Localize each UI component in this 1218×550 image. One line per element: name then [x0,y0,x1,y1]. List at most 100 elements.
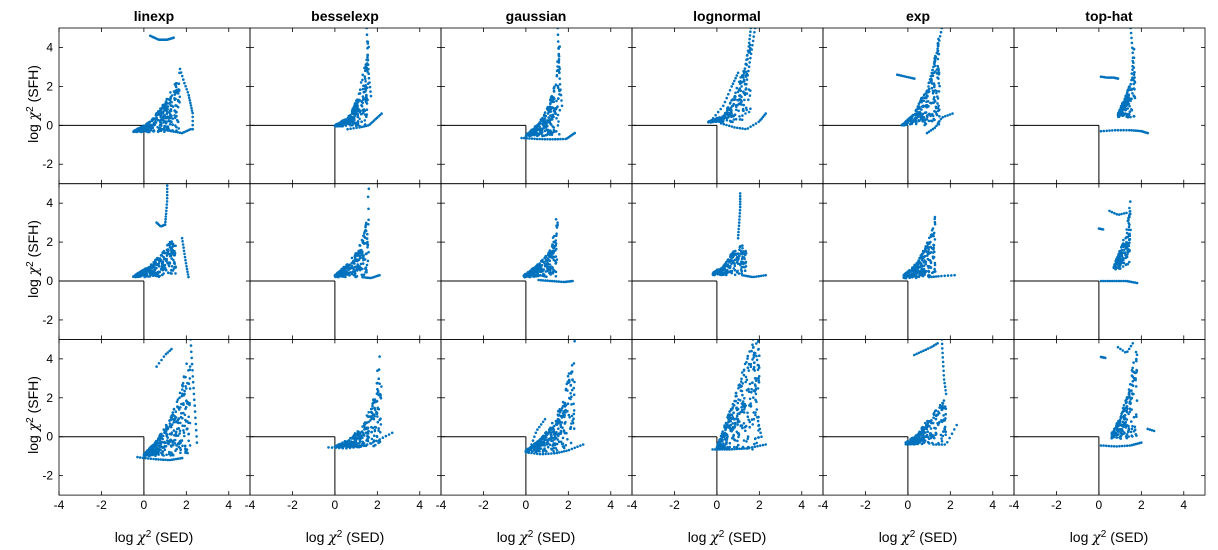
scatter-point [742,76,745,79]
scatter-point [737,98,740,102]
x-tick-label: 0 [523,498,530,512]
scatter-point [920,263,923,266]
scatter-point [1122,212,1126,215]
scatter-point [343,440,347,443]
scatter-point [554,436,558,440]
scatter-point [571,279,574,283]
scatter-point [542,126,546,130]
scatter-point [359,251,362,254]
scatter-point [720,269,724,273]
scatter-point [356,107,360,110]
scatter-point [934,55,938,59]
scatter-point [723,100,727,104]
scatter-point [741,400,745,403]
scatter-point [764,273,767,277]
scatter-point [746,53,749,57]
scatter-point [1130,109,1134,112]
scatter-point [541,450,545,453]
scatter-point [920,114,924,118]
scatter-point [555,74,559,78]
scatter-point [531,269,535,272]
scatter-point [193,410,197,413]
scatter-point [184,447,187,451]
scatter-point [522,136,526,140]
scatter-point [358,126,361,129]
scatter-point [160,124,163,127]
scatter-point [1122,238,1125,242]
scatter-point [365,268,368,272]
scatter-point [936,76,939,79]
scatter-point [176,434,180,437]
scatter-point [176,105,180,109]
scatter-point [757,347,760,351]
scatter-point [164,430,168,433]
scatter-point [558,133,561,136]
scatter-point [925,131,929,135]
scatter-point [182,394,185,397]
scatter-point [948,113,952,116]
scatter-point [534,449,538,452]
scatter-point [337,444,341,447]
scatter-point [938,84,941,88]
scatter-point [923,254,927,258]
scatter-point [937,43,940,46]
scatter-point [335,273,339,277]
scatter-point [566,402,570,406]
scatter-point [557,440,561,444]
scatter-point [916,105,920,108]
scatter-point [558,71,561,75]
scatter-point [150,272,153,275]
scatter-point [572,417,575,421]
scatter-point [172,130,175,133]
scatter-point [191,369,194,372]
scatter-point [764,112,767,115]
scatter-point [719,117,722,121]
scatter-point [367,187,371,190]
scatter-point [737,432,740,435]
scatter-point [1116,256,1120,260]
scatter-point [1125,100,1129,104]
scatter-point [170,347,173,351]
scatter-point [191,115,194,119]
scatter-point [366,195,370,199]
scatter-point [362,424,366,428]
scatter-point [170,100,173,104]
scatter-point [570,370,574,374]
scatter-point [557,427,560,431]
scatter-point [552,89,556,93]
scatter-point [737,387,740,390]
scatter-point [150,445,153,449]
scatter-point [373,425,377,429]
scatter-point [562,446,566,450]
y-tick-label: 0 [46,274,53,288]
scatter-point [727,92,730,96]
scatter-point [1131,56,1135,59]
scatter-point [364,223,368,226]
scatter-point [181,388,184,391]
scatter-point [923,273,926,277]
panel-lognormal-row-3: -4 -2 0 2 4 [627,338,824,512]
scatter-point [151,264,155,268]
scatter-point [535,264,538,268]
scatter-point [164,268,167,272]
scatter-point [176,405,179,409]
scatter-point [716,118,720,121]
scatter-point [1127,234,1131,238]
scatter-point [913,265,917,268]
scatter-point [1122,248,1126,252]
scatter-point [926,246,930,250]
scatter-point [174,130,177,134]
scatter-point [547,116,550,119]
scatter-point [183,424,186,428]
scatter-point [900,123,904,127]
scatter-point [746,49,750,53]
scatter-point [920,108,923,111]
scatter-point [373,429,377,433]
scatter-point [929,75,933,78]
scatter-point [365,108,369,111]
panel-top-hat-row-1 [1013,27,1206,185]
scatter-point [524,272,528,276]
scatter-point [352,440,356,444]
scatter-point [135,130,139,133]
